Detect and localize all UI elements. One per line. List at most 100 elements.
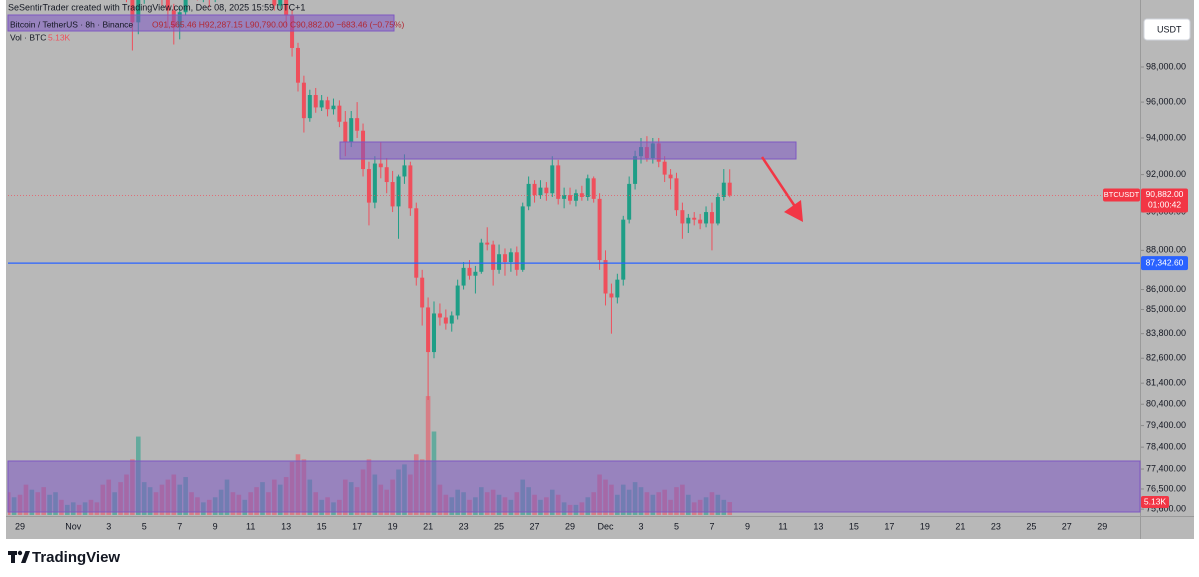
x-tick-label: 11: [246, 521, 255, 531]
y-tick-label: 76,500.00: [1146, 483, 1186, 493]
arrow-shaft: [760, 156, 798, 209]
x-tick-label: 7: [177, 521, 182, 531]
level-tag-label: 87,342.60: [1146, 257, 1184, 267]
arrow-head: [784, 200, 803, 222]
logo-part: [17, 550, 23, 556]
volume-tag-label: 5.13K: [1144, 496, 1167, 506]
x-tick-label: 25: [494, 521, 504, 531]
zone-top: [7, 14, 395, 32]
candle-body: [680, 210, 685, 224]
candle-body: [461, 267, 466, 286]
price-tag-label: 90,882.00: [1146, 189, 1184, 199]
candle-body: [615, 279, 620, 298]
price-lines: [8, 194, 1140, 264]
x-tick-label: 17: [884, 521, 894, 531]
logo-part: [21, 551, 30, 563]
x-tick-label: 21: [423, 521, 433, 531]
x-tick-label: 15: [849, 521, 859, 531]
x-tick-label: 17: [352, 521, 362, 531]
drawings: [7, 14, 1141, 513]
candle-body: [136, 0, 141, 23]
candle-body: [621, 219, 626, 280]
candle-body: [692, 217, 697, 220]
candle-body: [709, 212, 714, 224]
candle-body: [355, 118, 360, 131]
currency-button[interactable]: [1143, 18, 1191, 41]
brand-name: TradingView: [32, 549, 120, 566]
candle-body: [627, 183, 632, 220]
candle-body: [485, 242, 490, 245]
candle-body: [343, 121, 348, 142]
candle-body: [372, 163, 377, 203]
candle-body: [562, 195, 567, 199]
candle-body: [414, 208, 419, 278]
candle-body: [538, 187, 543, 196]
brand-logo: TradingView: [8, 549, 120, 566]
candle-body: [325, 100, 330, 110]
candle-body: [278, 0, 283, 6]
x-tick-label: 27: [1062, 521, 1072, 531]
x-tick-label: 9: [213, 521, 218, 531]
price-tag: [1141, 188, 1188, 213]
y-tick-label: 98,000.00: [1146, 61, 1186, 71]
candle-body: [556, 165, 561, 199]
candle-body: [727, 182, 732, 196]
candle-body: [550, 165, 555, 194]
candle-body: [603, 260, 608, 294]
candle-body: [674, 178, 679, 211]
currency-label[interactable]: USDT: [1157, 24, 1182, 34]
x-tick-label: 19: [920, 521, 930, 531]
x-tick-label: 15: [317, 521, 327, 531]
x-tick-label: 23: [459, 521, 469, 531]
y-tick-label: 96,000.00: [1146, 96, 1186, 106]
x-tick-label: 27: [530, 521, 540, 531]
candle-body: [408, 165, 413, 209]
countdown-label: 01:00:42: [1148, 200, 1181, 210]
candle-body: [721, 182, 726, 197]
x-tick-label: 29: [1097, 521, 1107, 531]
y-tick-label: 83,800.00: [1146, 328, 1186, 338]
candle-body: [272, 0, 277, 6]
candle-body: [473, 271, 478, 276]
y-tick-label: 77,400.00: [1146, 463, 1186, 473]
candle-body: [313, 95, 318, 108]
y-tick-label: 78,400.00: [1146, 442, 1186, 452]
candle-body: [331, 105, 336, 110]
candle-body: [704, 212, 709, 224]
y-tick-label: 92,000.00: [1146, 169, 1186, 179]
x-tick-label: 11: [778, 521, 787, 531]
candle-body: [497, 254, 502, 270]
candle-body: [307, 95, 312, 119]
candle-body: [544, 187, 549, 194]
symbol-tag: [1103, 188, 1140, 202]
candle-body: [455, 285, 460, 316]
candle-body: [467, 267, 472, 276]
candle-body: [609, 293, 614, 298]
x-tick-label: 29: [565, 521, 575, 531]
candle-body: [520, 206, 525, 270]
candle-body: [437, 313, 442, 318]
x-tick-label: 29: [15, 521, 25, 531]
x-tick-label: 13: [813, 521, 823, 531]
candle-body: [165, 0, 170, 11]
candle-body: [591, 178, 596, 199]
candle-body: [366, 169, 371, 203]
candle-body: [426, 307, 431, 353]
x-tick-label: 7: [709, 521, 714, 531]
candle-body: [384, 167, 389, 183]
candle-body: [573, 193, 578, 201]
candle-body: [337, 105, 342, 122]
x-tick-label: 5: [674, 521, 679, 531]
candle-body: [514, 252, 519, 270]
y-tick-label: 75,600.00: [1146, 504, 1186, 514]
candle-body: [668, 174, 673, 179]
x-tick-label: 21: [955, 521, 965, 531]
x-tick-label: 19: [388, 521, 398, 531]
x-tick-label: 3: [106, 521, 111, 531]
candle-body: [402, 165, 407, 177]
candle-body: [432, 313, 437, 353]
candle-body: [662, 161, 667, 175]
ohlc-legend: O91,565.46 H92,287.15 L90,790.00 C90,882…: [152, 19, 405, 29]
candle-body: [508, 252, 513, 263]
